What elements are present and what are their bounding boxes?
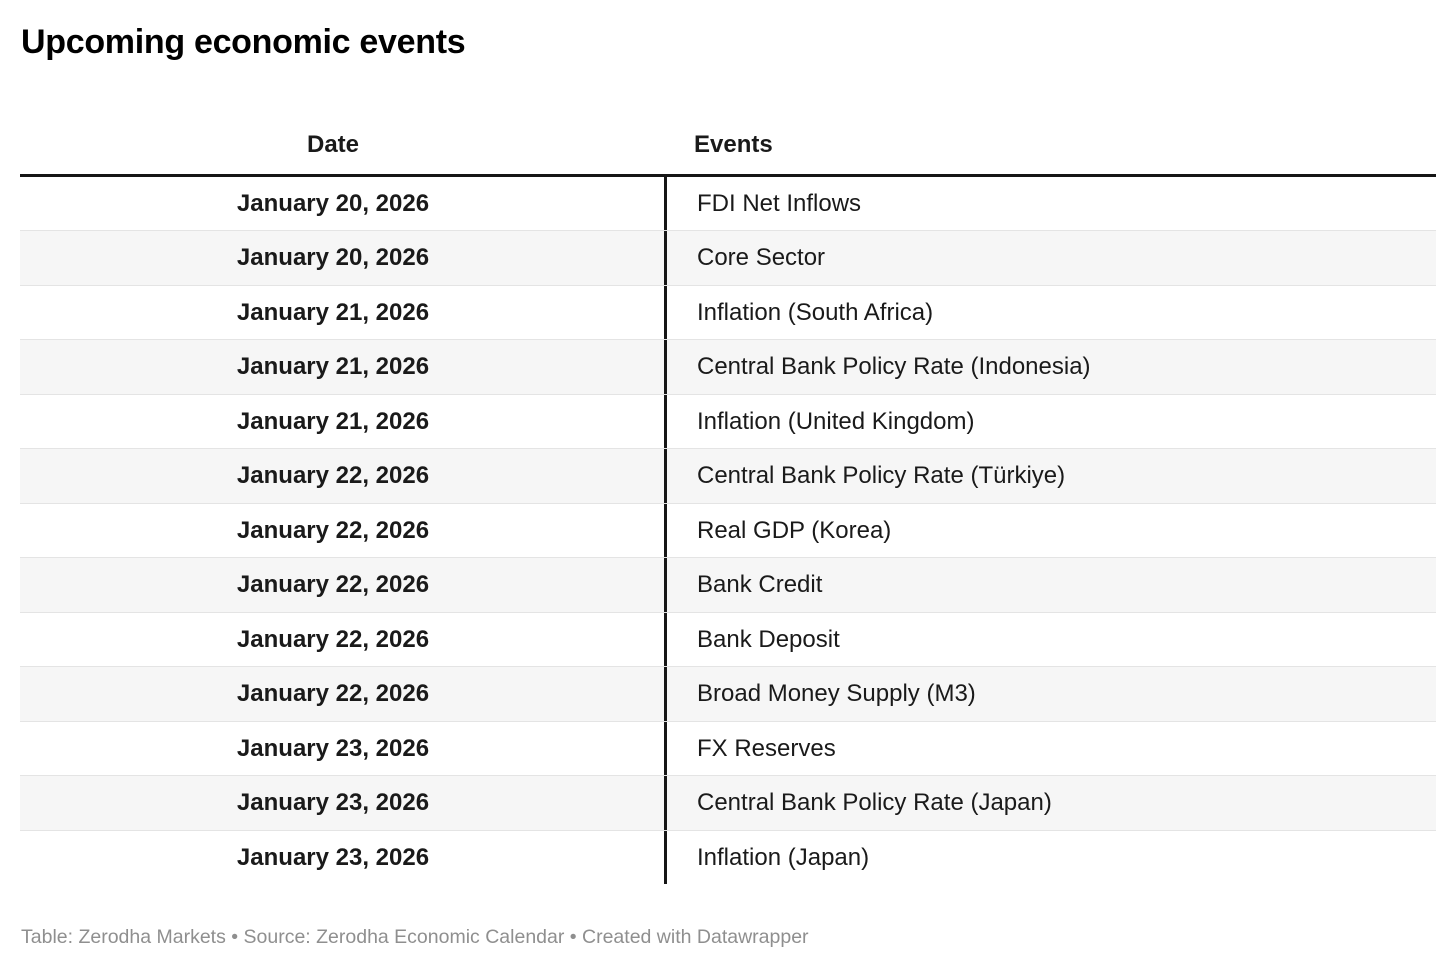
event-cell: Bank Deposit: [664, 612, 1436, 667]
table-footer-credits: Table: Zerodha Markets • Source: Zerodha…: [21, 926, 809, 949]
date-cell: January 23, 2026: [236, 843, 430, 871]
event-cell: Inflation (United Kingdom): [664, 394, 1436, 449]
event-cell: Central Bank Policy Rate (Türkiye): [664, 449, 1436, 503]
date-cell: January 22, 2026: [236, 516, 430, 544]
table-row: January 23, 2026 FX Reserves: [20, 720, 1436, 776]
date-cell: January 22, 2026: [236, 625, 430, 653]
event-cell: Core Sector: [664, 231, 1436, 285]
date-cell: January 22, 2026: [236, 462, 430, 490]
economic-events-table: Date Events January 20, 2026 FDI Net Inf…: [20, 116, 1436, 885]
table-row: January 23, 2026 Central Bank Policy Rat…: [20, 775, 1436, 830]
date-cell: January 20, 2026: [236, 244, 430, 272]
event-cell: FDI Net Inflows: [664, 176, 1436, 231]
event-cell: Central Bank Policy Rate (Indonesia): [664, 340, 1436, 394]
date-cell: January 23, 2026: [236, 734, 430, 762]
event-cell: Broad Money Supply (M3): [664, 667, 1436, 721]
date-cell: January 20, 2026: [236, 189, 430, 217]
event-cell: FX Reserves: [664, 721, 1436, 776]
date-cell: January 22, 2026: [236, 680, 430, 708]
column-header-events: Events: [694, 130, 773, 158]
table-row: January 22, 2026 Real GDP (Korea): [20, 502, 1436, 558]
column-header-date: Date: [306, 130, 360, 158]
date-cell: January 21, 2026: [236, 353, 430, 381]
event-cell: Inflation (South Africa): [664, 285, 1436, 340]
date-cell: January 21, 2026: [236, 298, 430, 326]
table-row: January 20, 2026 Core Sector: [20, 230, 1436, 285]
table-row: January 23, 2026 Inflation (Japan): [20, 829, 1436, 885]
table-row: January 22, 2026 Central Bank Policy Rat…: [20, 448, 1436, 503]
event-cell: Central Bank Policy Rate (Japan): [664, 776, 1436, 830]
page-title: Upcoming economic events: [21, 23, 466, 61]
table-row: January 22, 2026 Bank Credit: [20, 557, 1436, 612]
event-cell: Inflation (Japan): [664, 830, 1436, 885]
table-row: January 21, 2026 Inflation (United Kingd…: [20, 393, 1436, 449]
table-row: January 22, 2026 Bank Deposit: [20, 611, 1436, 667]
table-row: January 20, 2026 FDI Net Inflows: [20, 176, 1436, 231]
table-row: January 21, 2026 Inflation (South Africa…: [20, 284, 1436, 340]
event-cell: Bank Credit: [664, 558, 1436, 612]
date-cell: January 21, 2026: [236, 407, 430, 435]
table-body: January 20, 2026 FDI Net Inflows January…: [20, 176, 1436, 885]
date-cell: January 23, 2026: [236, 789, 430, 817]
table-header-row: Date Events: [20, 116, 1436, 177]
event-cell: Real GDP (Korea): [664, 503, 1436, 558]
date-cell: January 22, 2026: [236, 571, 430, 599]
table-row: January 21, 2026 Central Bank Policy Rat…: [20, 339, 1436, 394]
table-row: January 22, 2026 Broad Money Supply (M3): [20, 666, 1436, 721]
